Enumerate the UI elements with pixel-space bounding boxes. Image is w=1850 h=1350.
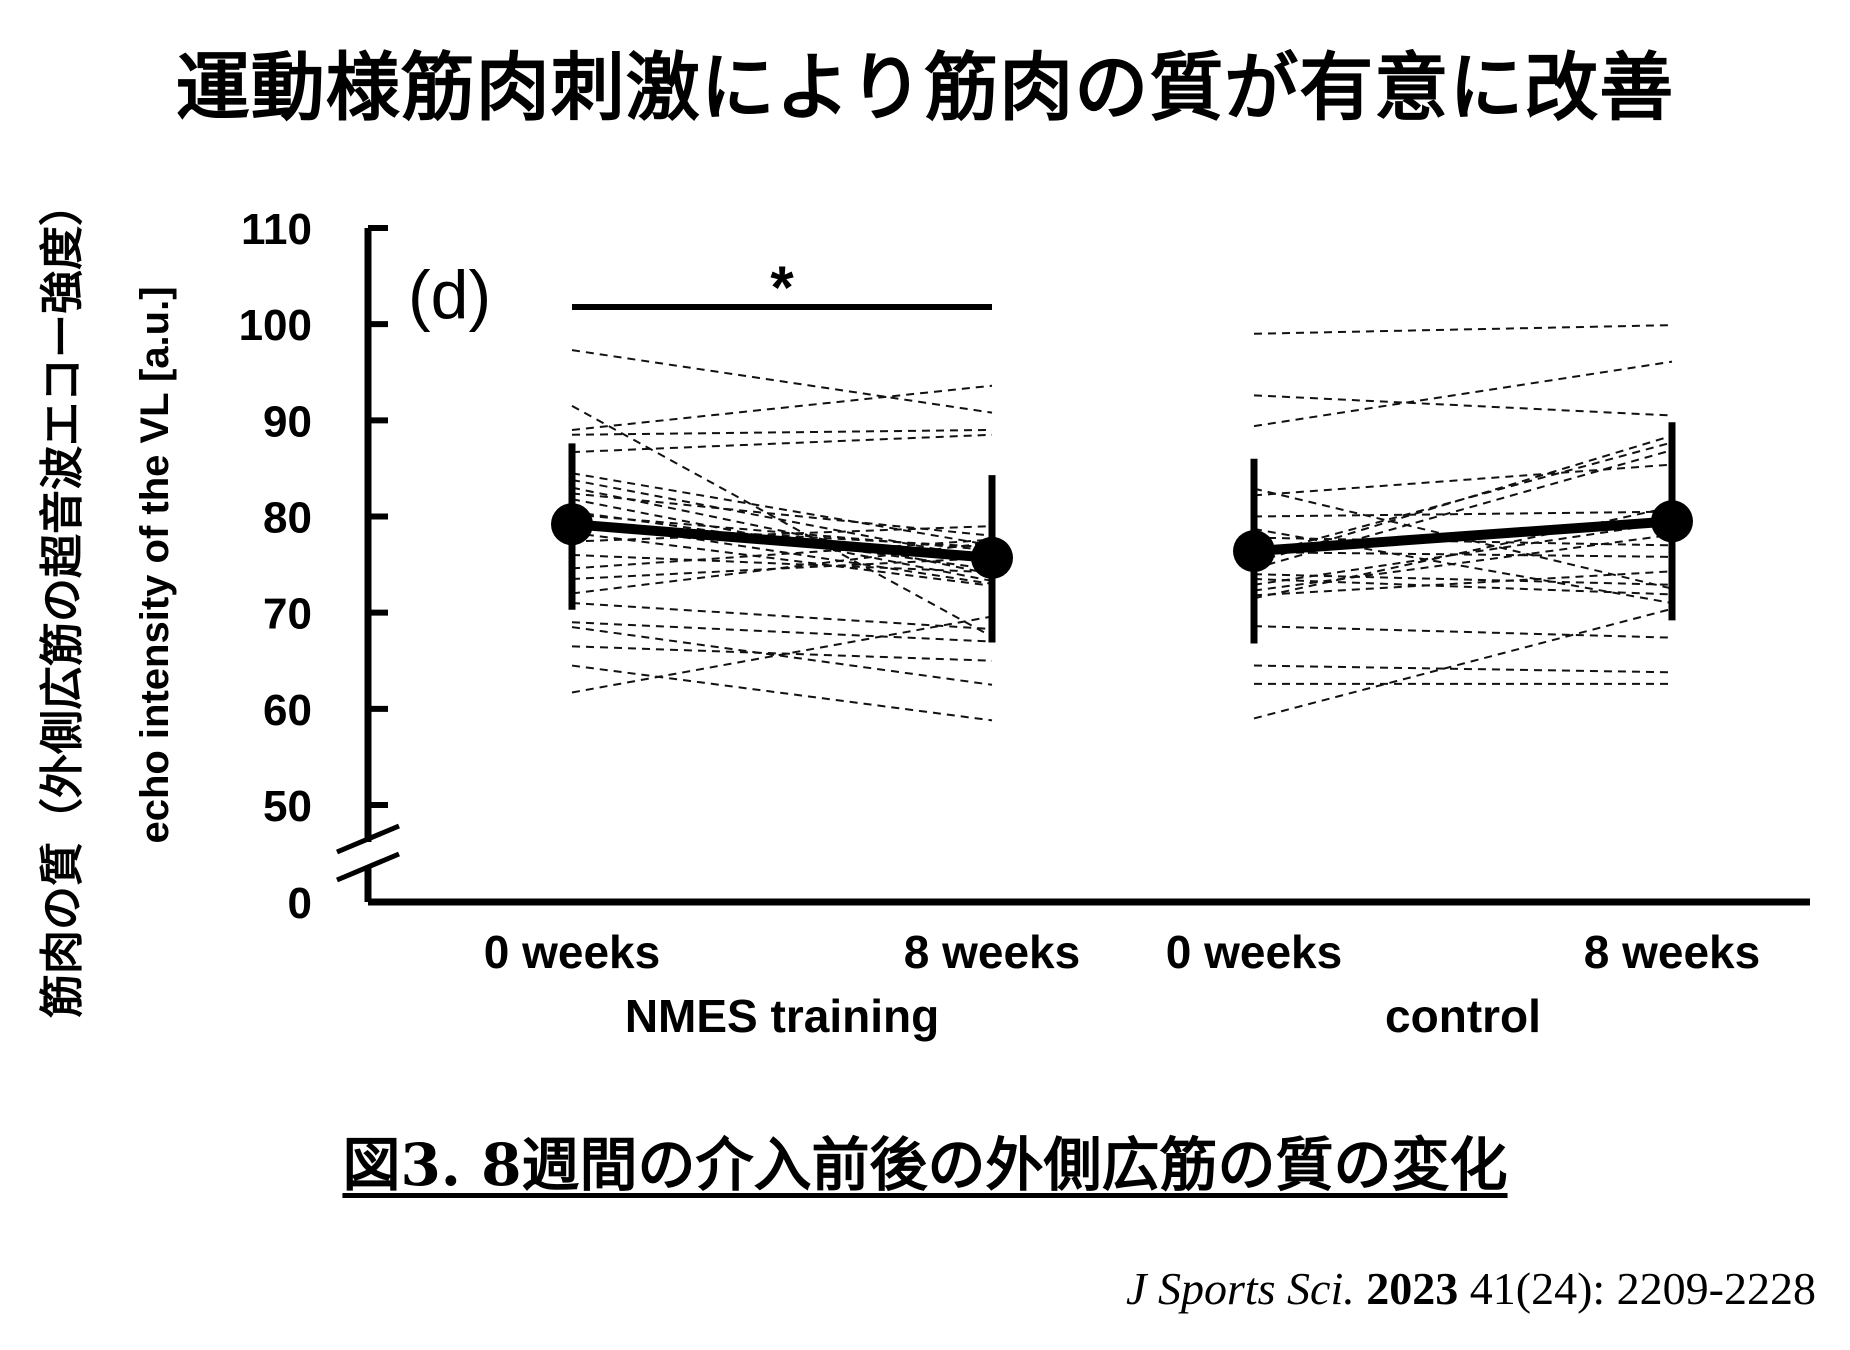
y-tick-label: 70: [263, 590, 312, 639]
individual-line: [1253, 394, 1673, 417]
figure-caption: 図3. 8週間の介入前後の外側広筋の質の変化: [342, 1131, 1508, 1199]
x-tick-label: 0 weeks: [1166, 926, 1342, 978]
individual-line: [1253, 360, 1673, 428]
citation: J Sports Sci. 2023 41(24): 2209-2228: [1126, 1262, 1816, 1315]
mean-point: [1233, 530, 1275, 573]
individual-line: [571, 405, 993, 638]
y-tick-label: 90: [263, 397, 312, 446]
mean-point: [971, 536, 1013, 579]
mean-point: [551, 503, 593, 546]
individual-line: [571, 478, 993, 561]
individual-line: [571, 433, 993, 454]
individual-line: [571, 428, 993, 436]
individual-line: [571, 525, 993, 543]
y-tick-label: 60: [263, 686, 312, 735]
y-tick-label: 80: [263, 494, 312, 543]
individual-line: [1253, 533, 1673, 592]
individual-line: [571, 664, 993, 722]
individual-line: [571, 531, 993, 587]
x-tick-label: 0 weeks: [484, 926, 660, 978]
y-tick-label: 100: [239, 301, 312, 350]
y-axis-title: echo intensity of the VL [a.u.]: [133, 286, 177, 843]
individual-line: [1253, 625, 1673, 639]
individual-line: [571, 384, 993, 431]
group-label: NMES training: [625, 990, 939, 1042]
y-tick-label: 50: [263, 782, 312, 831]
echo-intensity-chart: 0 50 60 70 80 90 100 110 echo intensity of the V…: [133, 205, 1810, 1042]
page-title: 運動様筋肉刺激により筋肉の質が有意に改善: [175, 45, 1675, 131]
individual-line: [1253, 607, 1673, 720]
y-tick-label: 110: [241, 205, 312, 254]
citation-details: 41(24): 2209-2228: [1469, 1263, 1816, 1314]
citation-year: 2023: [1366, 1263, 1459, 1314]
individual-line: [1253, 463, 1673, 497]
individual-line: [571, 538, 993, 570]
individual-line: [1253, 324, 1673, 335]
panel-label: (d): [408, 257, 491, 333]
mean-point: [1651, 500, 1693, 543]
x-tick-label: 8 weeks: [1584, 926, 1760, 978]
individual-line: [1253, 664, 1673, 674]
individual-line: [571, 472, 993, 547]
individual-line: [571, 349, 993, 414]
axis-break-mark: [336, 851, 400, 883]
individual-line: [1253, 441, 1673, 557]
individual-line: [571, 621, 993, 643]
individual-line: [571, 626, 993, 686]
individual-line: [571, 553, 993, 574]
mean-line: [571, 519, 993, 563]
citation-journal: J Sports Sci.: [1126, 1263, 1355, 1314]
individual-line: [571, 615, 993, 694]
individual-line: [1253, 510, 1673, 518]
axis-break-mark: [336, 823, 400, 855]
mean-line: [1253, 516, 1673, 557]
individual-line: [571, 602, 993, 631]
y-tick-label: 0: [288, 879, 312, 928]
group-label: control: [1385, 990, 1541, 1042]
significance-marker: *: [770, 254, 794, 321]
x-tick-label: 8 weeks: [904, 926, 1080, 978]
